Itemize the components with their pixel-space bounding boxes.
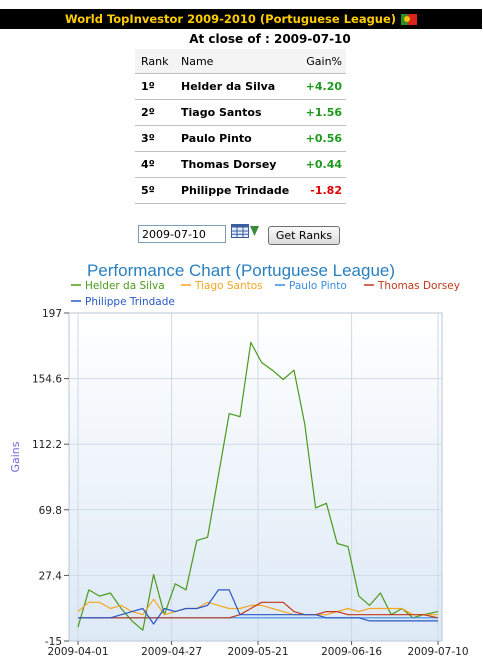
series-line bbox=[78, 601, 439, 619]
calendar-dropdown-icon[interactable] bbox=[250, 226, 259, 236]
page-title-bar: World TopInvestor 2009-2010 (Portuguese … bbox=[0, 9, 482, 29]
y-axis-label: Gains bbox=[9, 441, 22, 472]
y-tick-label: 27.4 bbox=[39, 570, 63, 582]
gain-cell: +4.20 bbox=[296, 73, 346, 100]
table-header-row: Rank Name Gain% bbox=[135, 49, 346, 74]
legend-item: Tiago Santos bbox=[194, 280, 263, 292]
chart-title: Performance Chart (Portuguese League) bbox=[87, 261, 395, 280]
rank-cell: 2º bbox=[135, 99, 175, 126]
name-cell: Tiago Santos bbox=[175, 99, 297, 126]
name-cell: Thomas Dorsey bbox=[175, 151, 297, 178]
gain-cell: +1.56 bbox=[296, 99, 346, 126]
chart-series bbox=[77, 341, 439, 631]
name-cell: Helder da Silva bbox=[175, 73, 297, 100]
table-row: 5º Philippe Trindade -1.82 bbox=[135, 177, 346, 204]
gain-cell: +0.44 bbox=[296, 151, 346, 178]
table-row: 2º Tiago Santos +1.56 bbox=[135, 99, 346, 126]
rank-column-header: Rank bbox=[135, 49, 175, 74]
rank-cell: 1º bbox=[135, 73, 175, 100]
legend-item: Philippe Trindade bbox=[85, 296, 175, 308]
rank-cell: 4º bbox=[135, 151, 175, 178]
page-title: World TopInvestor 2009-2010 (Portuguese … bbox=[64, 12, 397, 26]
rank-cell: 3º bbox=[135, 125, 175, 152]
legend-item: Helder da Silva bbox=[85, 280, 165, 292]
chart-legend: Helder da Silva Tiago Santos Paulo Pinto Th… bbox=[71, 280, 460, 308]
gain-column-header: Gain% bbox=[296, 49, 346, 74]
rankings-table: Rank Name Gain% 1º Helder da Silva +4.20… bbox=[135, 49, 346, 204]
plot-area bbox=[68, 312, 443, 642]
name-cell: Philippe Trindade bbox=[175, 177, 297, 204]
close-date-label: At close of : 2009-07-10 bbox=[189, 32, 351, 46]
gain-cell: +0.56 bbox=[296, 125, 346, 152]
series-line bbox=[78, 589, 438, 625]
performance-chart: Performance Chart (Portuguese League) He… bbox=[9, 261, 469, 658]
y-tick-label: 112.2 bbox=[32, 439, 62, 451]
x-tick-label: 2009-05-21 bbox=[227, 646, 288, 658]
x-tick-label: 2009-06-16 bbox=[321, 646, 382, 658]
portugal-flag-icon bbox=[401, 13, 418, 25]
x-axis-ticks: 2009-04-01 2009-04-27 2009-05-21 2009-06-16… bbox=[47, 641, 469, 658]
calendar-icon[interactable] bbox=[231, 224, 249, 238]
x-tick-label: 2009-04-27 bbox=[141, 646, 202, 658]
table-row: 1º Helder da Silva +4.20 bbox=[135, 73, 346, 100]
y-tick-label: -15 bbox=[45, 636, 62, 648]
x-tick-label: 2009-07-10 bbox=[407, 646, 468, 658]
y-tick-label: 154.6 bbox=[32, 374, 62, 386]
table-row: 4º Thomas Dorsey +0.44 bbox=[135, 151, 346, 178]
get-ranks-button[interactable]: Get Ranks bbox=[268, 226, 340, 245]
y-axis-ticks: 197 154.6 112.2 69.8 27.4 -15 bbox=[32, 308, 69, 648]
series-line bbox=[77, 341, 439, 631]
legend-item: Paulo Pinto bbox=[289, 280, 347, 292]
rank-cell: 5º bbox=[135, 177, 175, 204]
table-row: 3º Paulo Pinto +0.56 bbox=[135, 125, 346, 152]
chart-grid bbox=[69, 313, 442, 641]
gain-cell: -1.82 bbox=[296, 177, 346, 204]
x-tick-label: 2009-04-01 bbox=[47, 646, 108, 658]
name-cell: Paulo Pinto bbox=[175, 125, 297, 152]
y-tick-label: 197 bbox=[42, 308, 62, 320]
y-tick-label: 69.8 bbox=[39, 505, 62, 517]
name-column-header: Name bbox=[175, 49, 297, 74]
legend-item: Thomas Dorsey bbox=[377, 280, 460, 292]
date-input[interactable] bbox=[138, 225, 226, 243]
